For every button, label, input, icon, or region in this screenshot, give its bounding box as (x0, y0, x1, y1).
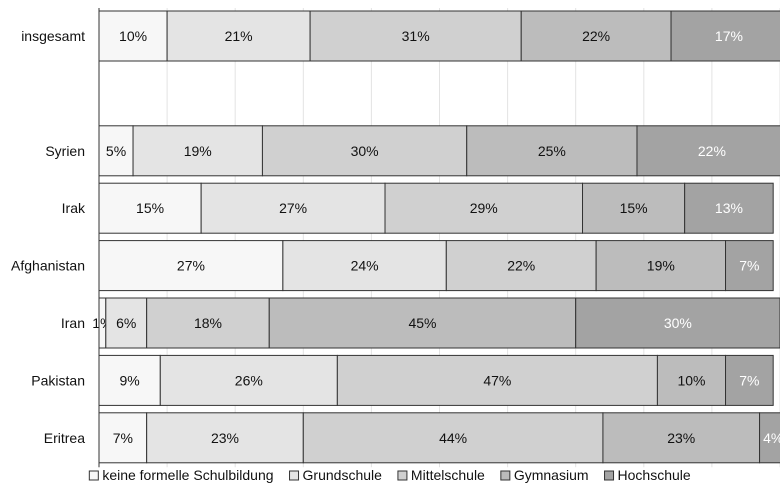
bar-segment-keine-formelle-schulbildung (98, 240, 284, 292)
legend-item-gymnasium: Gymnasium (500, 467, 589, 483)
bar-row-syrien: 5% 19% 30% 25% 22% (98, 125, 780, 177)
bar-segment-hochschule (670, 10, 780, 62)
data-label: 23% (211, 430, 239, 446)
data-label: 30% (664, 315, 692, 331)
data-label: 9% (120, 372, 140, 388)
bar-segment-gymnasium (656, 354, 727, 406)
data-label: 22% (582, 28, 610, 44)
data-label: 7% (113, 430, 133, 446)
bar-segment-mittelschule (261, 125, 468, 177)
bar-segment-gymnasium (520, 10, 672, 62)
legend-swatch (289, 470, 300, 481)
legend-label: Mittelschule (411, 467, 485, 483)
data-label: 6% (116, 315, 136, 331)
data-label: 15% (620, 200, 648, 216)
bar-row-pakistan: 9% 26% 47% 10% 7% (98, 354, 774, 406)
category-label-irak: Irak (62, 200, 86, 216)
bar-rows: 10% 21% 31% 22% 17%5% 19% 30% 25% 22%15% 27% 29% 15… (92, 10, 780, 464)
bar-segment-keine-formelle-schulbildung (98, 412, 148, 464)
data-label: 23% (667, 430, 695, 446)
bar-segment-mittelschule (146, 297, 270, 349)
bar-segment-hochschule (759, 412, 780, 464)
category-label-syrien: Syrien (45, 143, 85, 159)
bar-segment-gymnasium (595, 240, 727, 292)
data-label: 22% (698, 143, 726, 159)
legend-item-mittelschule: Mittelschule (397, 467, 485, 483)
bar-segment-mittelschule (384, 182, 584, 234)
legend-label: keine formelle Schulbildung (102, 467, 273, 483)
bar-segment-mittelschule (445, 240, 597, 292)
data-label: 19% (647, 258, 675, 274)
bar-segment-hochschule (684, 182, 774, 234)
data-label: 15% (136, 200, 164, 216)
category-label-iran: Iran (61, 315, 85, 331)
bar-row-iran: 1% 6% 18% 45% 30% (92, 297, 780, 349)
data-label: 10% (119, 28, 147, 44)
data-label: 27% (279, 200, 307, 216)
data-label: 5% (106, 143, 126, 159)
data-label: 25% (538, 143, 566, 159)
bar-segment-gymnasium (466, 125, 638, 177)
data-label: 17% (715, 28, 743, 44)
data-label: 22% (507, 258, 535, 274)
bar-segment-mittelschule (309, 10, 522, 62)
bar-segment-gymnasium (268, 297, 577, 349)
data-label: 13% (715, 200, 743, 216)
data-label: 21% (225, 28, 253, 44)
bar-segment-grundschule (200, 182, 386, 234)
bar-segment-hochschule (636, 125, 780, 177)
bar-row-irak: 15% 27% 29% 15% 13% (98, 182, 774, 234)
data-label: 31% (402, 28, 430, 44)
data-label: 45% (408, 315, 436, 331)
category-label-afghanistan: Afghanistan (11, 258, 85, 274)
bar-segment-hochschule (725, 354, 774, 406)
data-label: 18% (194, 315, 222, 331)
data-label: 27% (177, 258, 205, 274)
data-label: 10% (677, 372, 705, 388)
data-label: 24% (351, 258, 379, 274)
bar-segment-hochschule (725, 240, 774, 292)
data-label: 44% (439, 430, 467, 446)
legend-item-hochschule: Hochschule (604, 467, 691, 483)
bar-segment-grundschule (132, 125, 263, 177)
bar-segment-gymnasium (602, 412, 761, 464)
bar-segment-grundschule (146, 412, 304, 464)
legend-item-grundschule: Grundschule (289, 467, 383, 483)
category-label-eritrea: Eritrea (44, 430, 85, 446)
legend-swatch (397, 470, 408, 481)
bar-segment-gymnasium (582, 182, 686, 234)
data-label: 19% (184, 143, 212, 159)
bar-row-insgesamt: 10% 21% 31% 22% 17% (98, 10, 780, 62)
data-label: 30% (351, 143, 379, 159)
bar-segment-grundschule (282, 240, 447, 292)
legend: keine formelle Schulbildung Grundschule Mi… (88, 467, 691, 483)
category-axis: insgesamt Syrien Irak Afghanistan Iran Pakist… (11, 8, 100, 468)
legend-swatch (500, 470, 511, 481)
bar-row-eritrea: 7% 23% 44% 23% 4% (98, 412, 780, 464)
data-label: 29% (470, 200, 498, 216)
bar-segment-grundschule (166, 10, 311, 62)
data-label: 4% (763, 430, 780, 446)
data-label: 47% (483, 372, 511, 388)
bar-segment-mittelschule (302, 412, 604, 464)
data-label: 7% (739, 258, 759, 274)
legend-label: Grundschule (303, 467, 383, 483)
bar-segment-hochschule (575, 297, 780, 349)
legend-swatch (88, 470, 99, 481)
bar-segment-mittelschule (336, 354, 658, 406)
data-label: 7% (739, 372, 759, 388)
bar-row-afghanistan: 27% 24% 22% 19% 7% (98, 240, 774, 292)
category-label-insgesamt: insgesamt (21, 28, 85, 44)
legend-label: Gymnasium (514, 467, 589, 483)
category-label-pakistan: Pakistan (31, 372, 85, 388)
legend-label: Hochschule (618, 467, 691, 483)
legend-item-keine-formelle-schulbildung: keine formelle Schulbildung (88, 467, 274, 483)
bar-segment-grundschule (159, 354, 338, 406)
legend-swatch (604, 470, 615, 481)
data-label: 26% (235, 372, 263, 388)
